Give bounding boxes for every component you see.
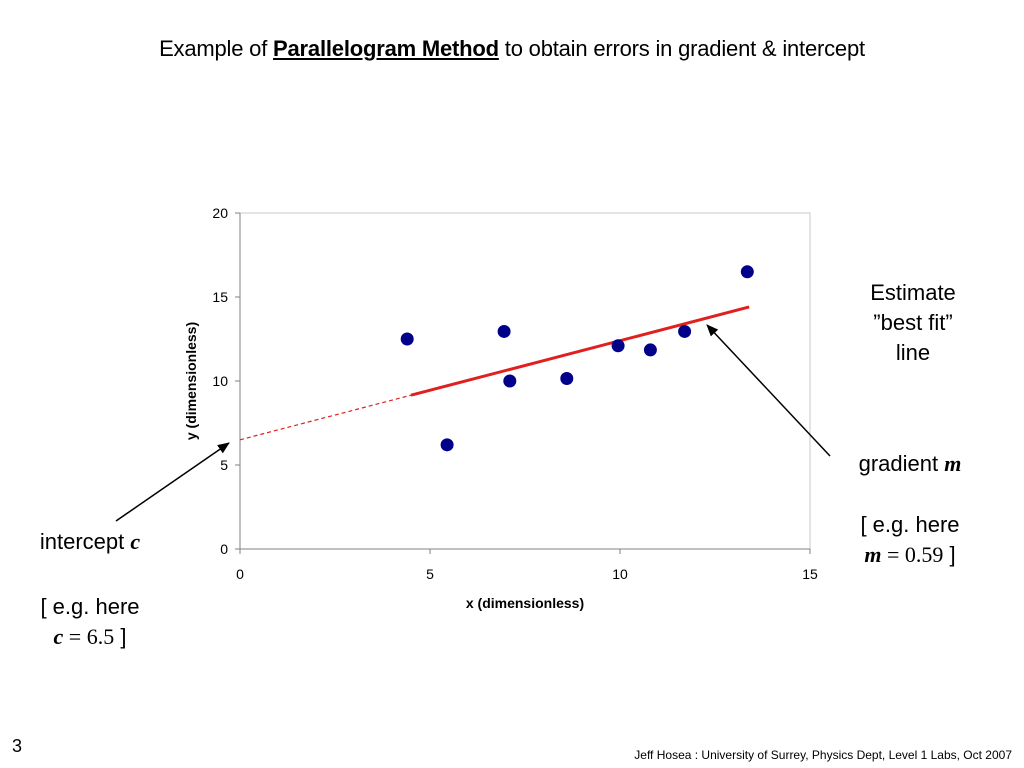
intercept-example-prefix: [ e.g. here [40,594,140,619]
gradient-example-close: ] [943,542,956,567]
x-axis-label: x (dimensionless) [466,595,584,611]
data-point [611,339,625,353]
x-tick-label: 0 [236,566,244,582]
y-tick-label: 0 [220,541,228,557]
data-point [503,374,517,388]
y-tick-label: 5 [220,457,228,473]
intercept-example-symbol: c [53,624,64,649]
x-tick-label: 15 [802,566,818,582]
intercept-label: intercept [39,529,131,554]
data-point [740,265,754,279]
best-fit-line [410,305,750,397]
gradient-label: gradient [858,451,945,476]
gradient-symbol: m [944,451,962,476]
gradient-example-prefix: [ e.g. here [860,512,960,537]
y-tick-label: 10 [212,373,228,389]
data-point [400,332,414,346]
intercept-example: [ e.g. here c = 6.5 ] [20,592,160,652]
intercept-note: intercept c [20,527,160,557]
best-fit-note: Estimate ”best fit” line [848,278,978,368]
intercept-arrow [115,442,230,522]
y-tick-label: 20 [212,205,228,221]
gradient-example-value: = 0.59 [881,542,944,567]
gradient-example-symbol: m [864,542,882,567]
best-fit-note-line1: Estimate [870,280,956,305]
data-point [497,324,511,338]
x-tick-label: 10 [612,566,628,582]
x-tick-label: 5 [426,566,434,582]
best-fit-note-line3: line [895,340,931,365]
slide-title: Example of Parallelogram Method to obtai… [0,36,1024,62]
data-point [643,343,657,357]
plot-area-border [239,212,811,550]
data-point [560,371,574,385]
best-fit-note-line2: ”best fit” [873,310,953,335]
title-prefix: Example of [159,36,274,61]
footer-credit: Jeff Hosea : University of Surrey, Physi… [634,748,1012,762]
data-point [678,324,692,338]
slide-number: 3 [12,736,23,756]
extrapolated-line [239,394,412,441]
y-tick-label: 15 [212,289,228,305]
intercept-example-close: ] [114,624,127,649]
title-suffix: to obtain errors in gradient & intercept [498,36,865,61]
y-axis-label: y (dimensionless) [183,322,199,440]
intercept-symbol: c [130,529,141,554]
gradient-example: [ e.g. here m = 0.59 ] [835,510,985,570]
intercept-example-value: = 6.5 [63,624,115,649]
data-point [440,438,454,452]
title-method: Parallelogram Method [273,36,499,61]
gradient-arrow [706,324,831,457]
gradient-note: gradient m [835,449,985,479]
